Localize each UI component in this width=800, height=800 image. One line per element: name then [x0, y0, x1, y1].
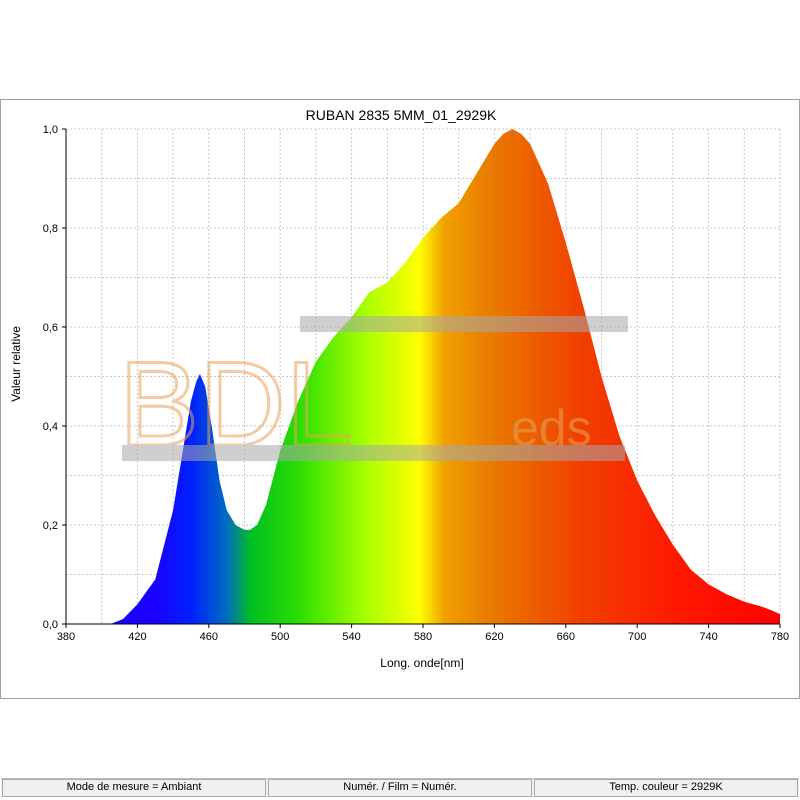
x-tick-label: 740 — [699, 631, 717, 643]
x-tick-label: 380 — [57, 631, 75, 643]
y-tick-label: 0,2 — [43, 520, 58, 532]
spectrum-area — [66, 129, 780, 624]
x-tick-label: 420 — [128, 631, 146, 643]
x-tick-label: 700 — [628, 631, 646, 643]
chart-window: RUBAN 2835 5MM_01_2929K BDL eds 380 420 46… — [0, 99, 800, 797]
x-tick-label: 660 — [557, 631, 575, 643]
x-tick-label: 460 — [200, 631, 218, 643]
status-color-temp: Temp. couleur = 2929K — [534, 779, 798, 797]
x-tick-label: 500 — [271, 631, 289, 643]
spectrum-chart: RUBAN 2835 5MM_01_2929K BDL eds 380 420 46… — [9, 107, 789, 670]
spectrum-series-area — [66, 129, 780, 624]
x-axis-label: Long. onde[nm] — [380, 656, 463, 670]
x-tick-label: 620 — [485, 631, 503, 643]
y-axis-label: Valeur relative — [9, 326, 23, 402]
status-measure-mode: Mode de mesure = Ambiant — [2, 779, 266, 797]
chart-title: RUBAN 2835 5MM_01_2929K — [306, 107, 497, 123]
axes: 380 420 460 500 540 580 620 660 700 740 780 0,0 0,2 0… — [43, 124, 789, 643]
x-tick-label: 540 — [342, 631, 360, 643]
watermark-bar-top — [300, 316, 628, 332]
y-tick-label: 0,8 — [43, 223, 58, 235]
y-tick-label: 0,6 — [43, 322, 58, 334]
status-numer-film: Numér. / Film = Numér. — [268, 779, 532, 797]
y-tick-label: 0,0 — [43, 619, 58, 631]
watermark-logo: BDL eds — [118, 316, 628, 473]
x-tick-label: 780 — [771, 631, 789, 643]
status-bar: Mode de mesure = Ambiant Numér. / Film =… — [1, 778, 799, 797]
y-tick-label: 1,0 — [43, 124, 58, 136]
y-tick-label: 0,4 — [43, 421, 58, 433]
watermark-bar-bottom — [122, 445, 625, 461]
x-tick-label: 580 — [414, 631, 432, 643]
